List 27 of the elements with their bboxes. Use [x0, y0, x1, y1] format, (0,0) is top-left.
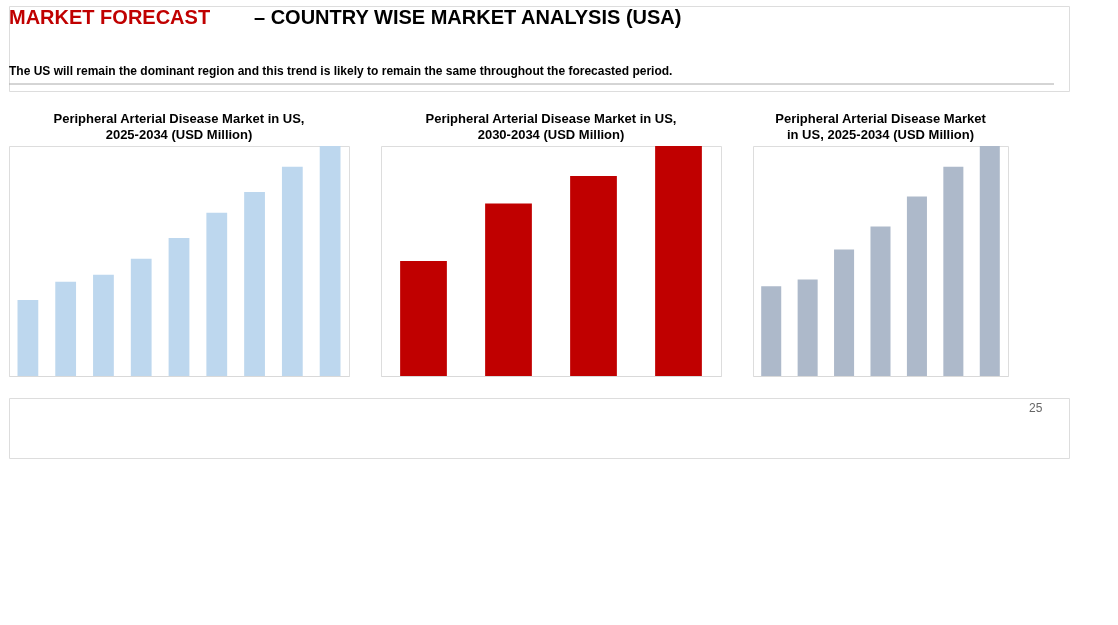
bar [206, 212, 228, 376]
bar [834, 249, 855, 376]
bar [168, 238, 190, 376]
bar [570, 175, 617, 376]
bar [655, 146, 702, 376]
bar [870, 226, 891, 376]
bar [906, 196, 927, 376]
chart-title: Peripheral Arterial Disease Market in US, 2030-2034 (USD Million) [425, 111, 677, 142]
bar [130, 258, 152, 376]
bar [797, 279, 818, 376]
text: MARKET FORECAST [9, 6, 211, 28]
bar [485, 203, 532, 376]
bar [281, 166, 303, 376]
bar [400, 261, 447, 376]
bar [55, 281, 77, 376]
chart-title: Peripheral Arterial Disease Market in US, 2025-2034 (USD Million) [53, 111, 305, 142]
bar [319, 146, 341, 376]
bar [761, 286, 782, 376]
bar [244, 192, 265, 376]
text: 25 [1029, 401, 1043, 415]
text: The US will remain the dominant region and this trend is likely to remain the same throughout the forecasted period. [9, 64, 673, 78]
bar [17, 300, 39, 376]
chart-title: Peripheral Arterial Disease Market in US, 2025-2034 (USD Million) [775, 111, 987, 142]
bar [943, 166, 964, 376]
text: – COUNTRY WISE MARKET ANALYSIS (USA) [254, 6, 682, 28]
bar [979, 146, 1000, 376]
bar [93, 274, 114, 376]
